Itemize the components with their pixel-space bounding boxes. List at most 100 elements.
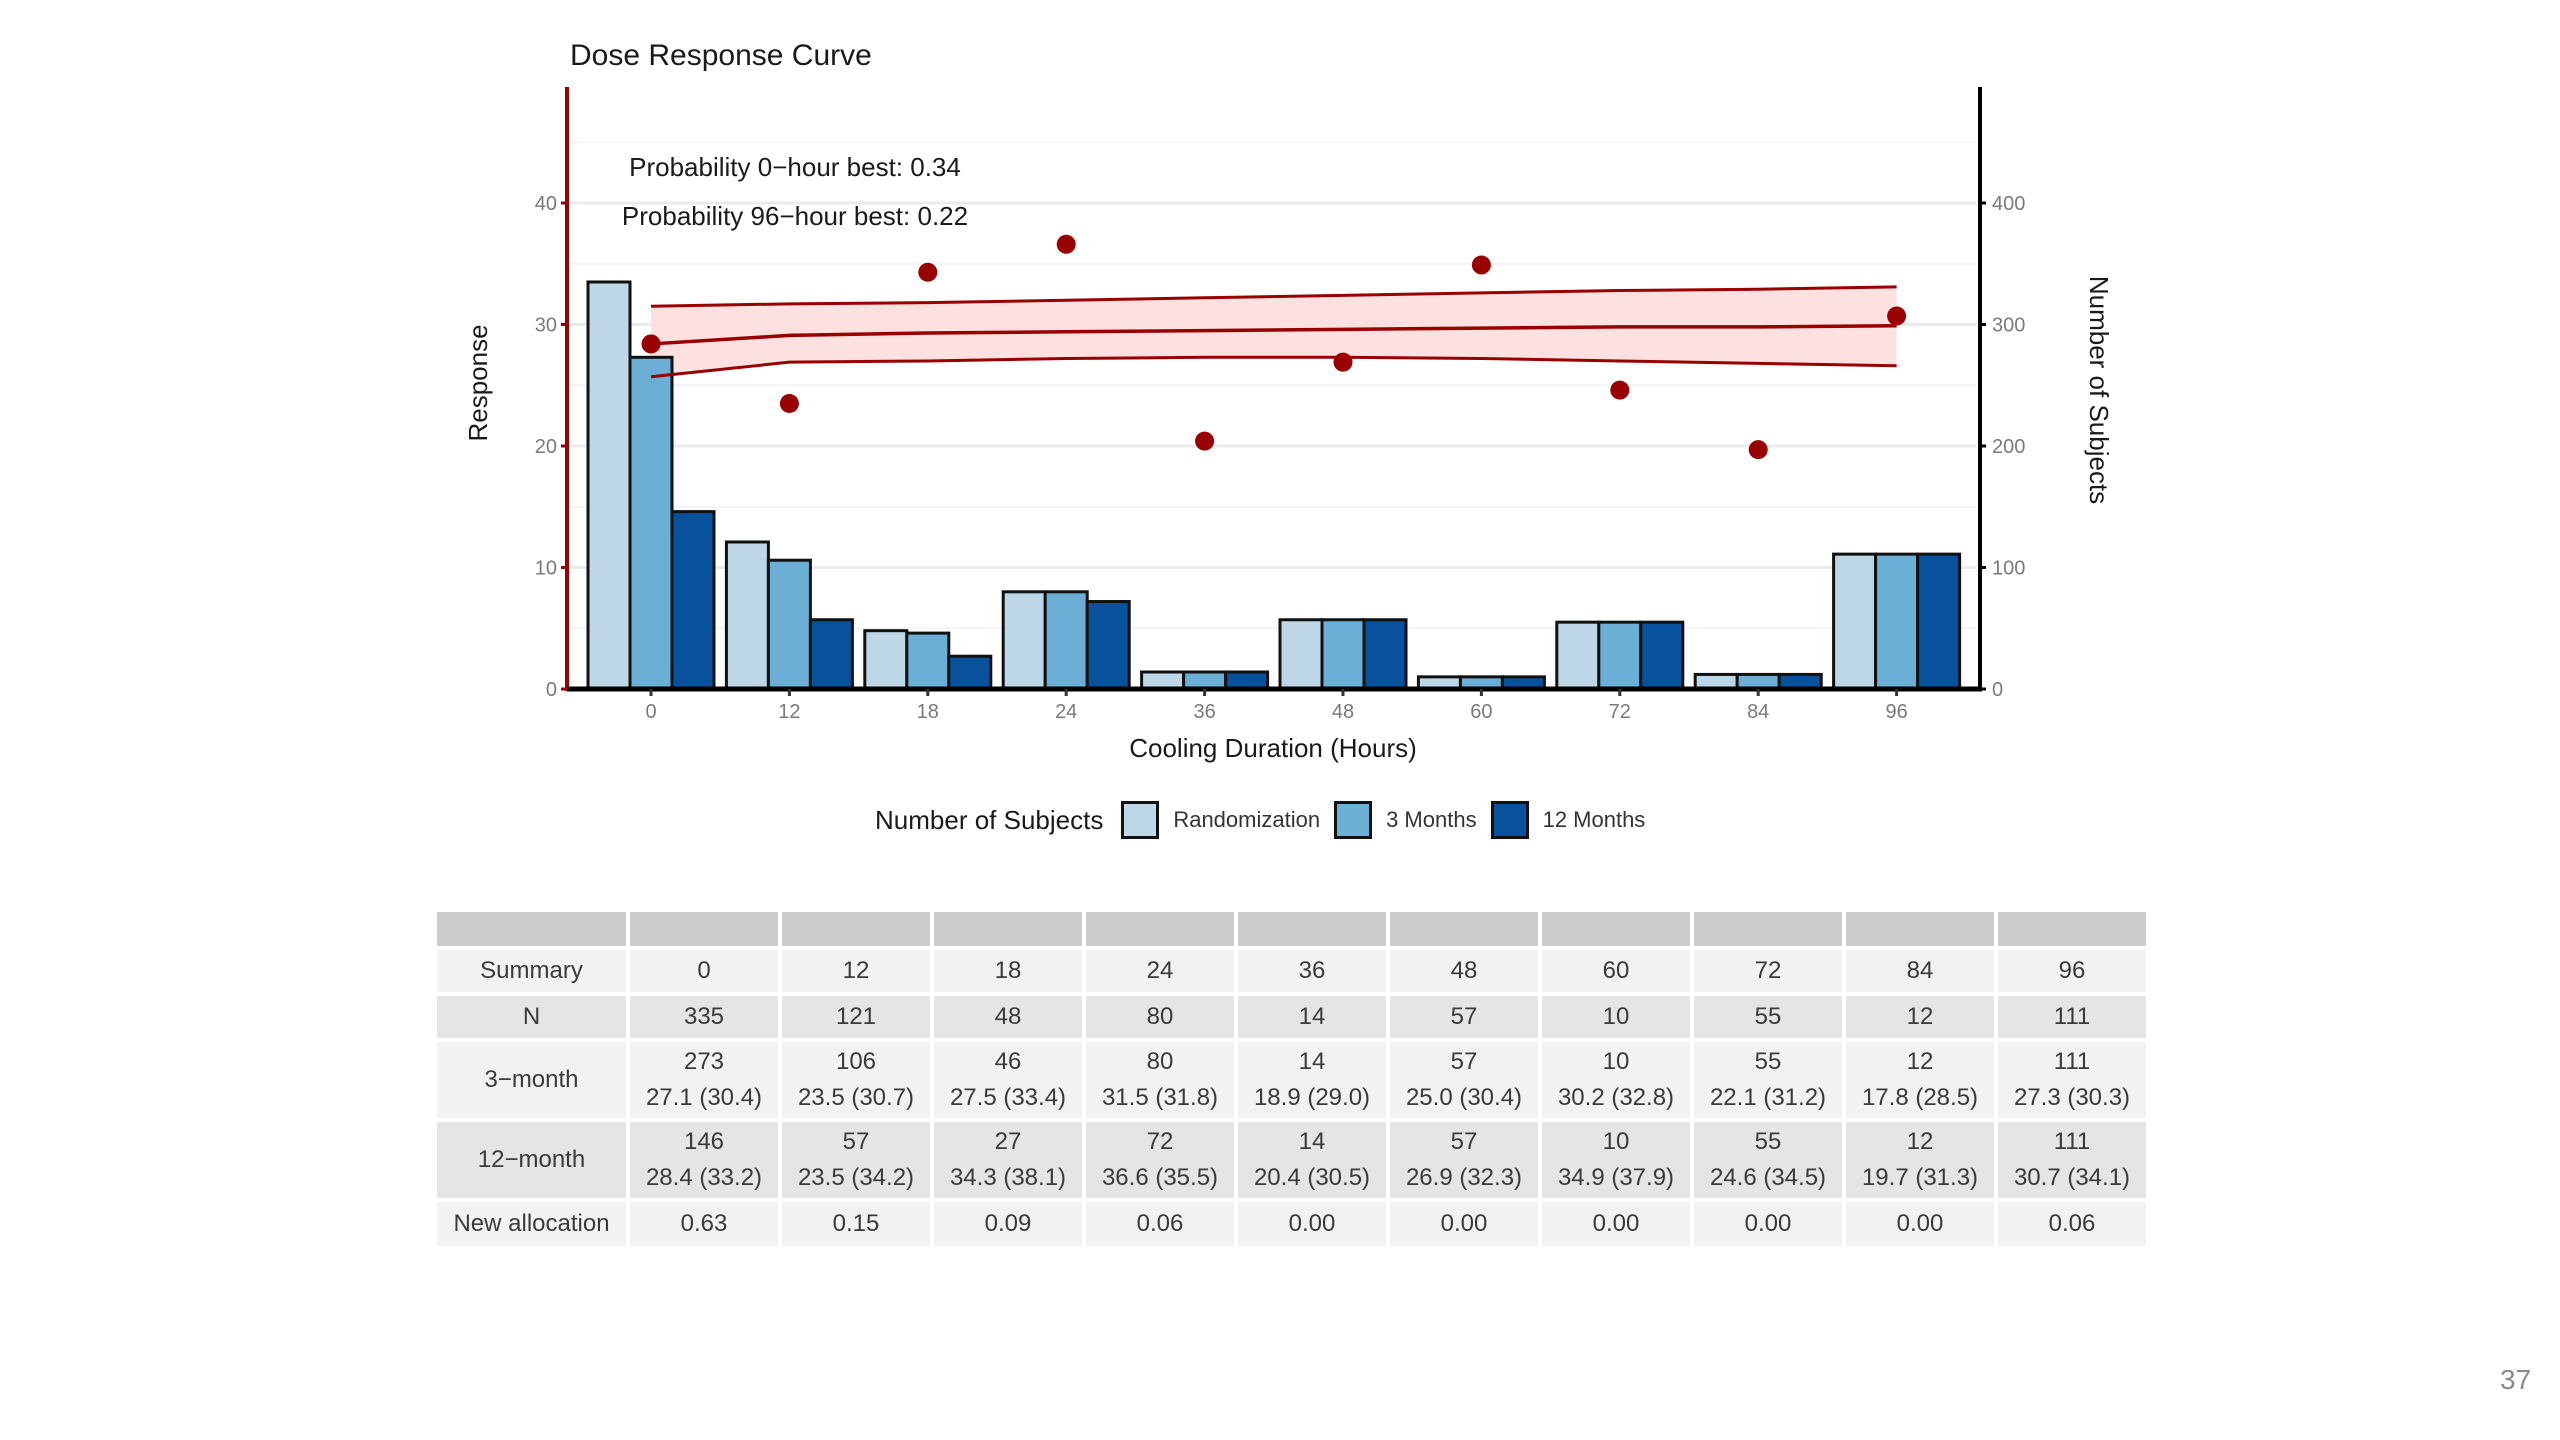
table-cell-line: 12 — [842, 957, 870, 984]
table-header-cell — [437, 912, 626, 946]
table-cell-line: 0 — [697, 957, 711, 984]
data-point — [1610, 380, 1630, 400]
annotation-0-hour: Probability 0−hour best: 0.34 — [629, 152, 961, 182]
table-cell-line: 55 — [1754, 1128, 1782, 1155]
y-axis-ticks: 0 10 20 30 40 — [535, 193, 567, 701]
table-row-label: Summary — [437, 950, 626, 992]
x-tick-label: 96 — [1885, 701, 1907, 723]
bar-randomization — [1001, 590, 1047, 691]
table-cell: 0 — [630, 950, 778, 992]
y2-tick-label: 300 — [1992, 315, 2025, 337]
table-cell-line: 23.5 (30.7) — [797, 1084, 915, 1111]
chart-title: Dose Response Curve — [570, 39, 872, 72]
table-cell-line: 12 — [1906, 1048, 1934, 1075]
table-cell-line: 27 — [994, 1128, 1022, 1155]
table-cell: 111 27.3 (30.3) — [1998, 1042, 2146, 1118]
bar-12-months — [1916, 552, 1962, 691]
table-cell-line: 72 — [1754, 957, 1782, 984]
dose-response-chart: Dose Response Curve 0 10 20 30 40 0 100 200 300… — [463, 39, 2114, 763]
table-cell-line: 55 — [1754, 1048, 1782, 1075]
table-row-label: 3−month — [437, 1042, 626, 1118]
data-point — [1333, 352, 1353, 372]
table-header-cell — [1846, 912, 1994, 946]
data-point — [1471, 255, 1491, 275]
table-cell: 27 34.3 (38.1) — [934, 1122, 1082, 1198]
table-cell-line: 57 — [842, 1128, 870, 1155]
table-cell-line: 23.5 (34.2) — [797, 1164, 915, 1191]
x-tick-label: 84 — [1747, 701, 1769, 723]
table-header-cell — [1238, 912, 1386, 946]
table-cell-line: 0.06 — [2048, 1210, 2096, 1237]
table-cell: 12 — [1846, 996, 1994, 1038]
table-cell-line: 146 — [683, 1128, 725, 1155]
y-axis-title: Response — [463, 324, 493, 441]
table-cell: 60 — [1542, 950, 1690, 992]
bar-3-months — [766, 558, 812, 691]
table-cell: 96 — [1998, 950, 2146, 992]
legend-swatch-12-months — [1490, 801, 1529, 839]
data-point — [1887, 306, 1907, 326]
x-tick-label: 18 — [917, 701, 939, 723]
table-cell: 48 — [1390, 950, 1538, 992]
table-cell-line: 121 — [835, 1003, 877, 1030]
x-tick-label: 12 — [778, 701, 800, 723]
table-cell: 18 — [934, 950, 1082, 992]
table-cell-line: 19.7 (31.3) — [1861, 1164, 1979, 1191]
table-cell-line: 36.6 (35.5) — [1101, 1164, 1219, 1191]
x-axis-ticks: 0 12 18 24 36 48 60 72 84 96 — [645, 689, 1908, 723]
data-point — [1748, 440, 1768, 460]
table-cell-line: 273 — [683, 1048, 725, 1075]
table-cell-line: 34.3 (38.1) — [949, 1164, 1067, 1191]
table-row-label: 12−month — [437, 1122, 626, 1198]
table-cell-line: 24 — [1146, 957, 1174, 984]
legend-swatch-3-months — [1334, 801, 1373, 839]
table-cell-line: 14 — [1298, 1128, 1326, 1155]
y-tick-label: 10 — [535, 558, 557, 580]
table-cell: 55 24.6 (34.5) — [1694, 1122, 1842, 1198]
legend-label-12-months: 12 Months — [1542, 807, 1646, 832]
table-cell: 10 — [1542, 996, 1690, 1038]
table-row-label: N — [437, 996, 626, 1038]
table-cell-line: 84 — [1906, 957, 1934, 984]
bar-randomization — [586, 280, 632, 691]
table-cell-line: 34.9 (37.9) — [1557, 1164, 1675, 1191]
table-cell: 12 19.7 (31.3) — [1846, 1122, 1994, 1198]
table-cell: 0.00 — [1238, 1202, 1386, 1246]
page-number: 37 — [2500, 1364, 2532, 1395]
table-cell-line: 72 — [1146, 1128, 1174, 1155]
legend-label-3-months: 3 Months — [1386, 807, 1477, 832]
table-cell: 24 — [1086, 950, 1234, 992]
table-header-cell — [630, 912, 778, 946]
table-cell-line: 57 — [1450, 1003, 1478, 1030]
table-cell: 55 22.1 (31.2) — [1694, 1042, 1842, 1118]
table-row: Summary 0 12 18 24 36 48 60 72 84 96 — [437, 950, 2146, 992]
legend-label-randomization: Randomization — [1173, 807, 1321, 832]
table-cell-line: 335 — [683, 1003, 725, 1030]
bar-randomization — [1832, 552, 1878, 691]
bar-3-months — [1874, 552, 1920, 691]
table-cell-line: 18 — [994, 957, 1022, 984]
table-header-cell — [1086, 912, 1234, 946]
table-cell-line: 0.63 — [680, 1210, 728, 1237]
table-header-cell — [1694, 912, 1842, 946]
bar-3-months — [1043, 590, 1089, 691]
table-cell-line: 60 — [1602, 957, 1630, 984]
curve-upper-bound — [650, 285, 1897, 308]
table-cell: 12 — [782, 950, 930, 992]
table-cell-line: 0.09 — [984, 1210, 1032, 1237]
table-cell-line: 57 — [1450, 1128, 1478, 1155]
data-point — [779, 393, 799, 413]
table-cell: 10 30.2 (32.8) — [1542, 1042, 1690, 1118]
table-cell: 55 — [1694, 996, 1842, 1038]
bar-randomization — [1140, 670, 1186, 691]
table-cell-line: 80 — [1146, 1048, 1174, 1075]
table-cell-line: 27.3 (30.3) — [2013, 1084, 2131, 1111]
bar-randomization — [1278, 618, 1324, 691]
bar-12-months — [1639, 620, 1685, 691]
x-tick-label: 0 — [645, 701, 656, 723]
y-tick-label: 20 — [535, 436, 557, 458]
y2-axis-ticks: 0 100 200 300 400 — [1980, 193, 2025, 701]
table-cell: 72 — [1694, 950, 1842, 992]
y2-tick-label: 0 — [1992, 679, 2003, 701]
table-cell: 84 — [1846, 950, 1994, 992]
